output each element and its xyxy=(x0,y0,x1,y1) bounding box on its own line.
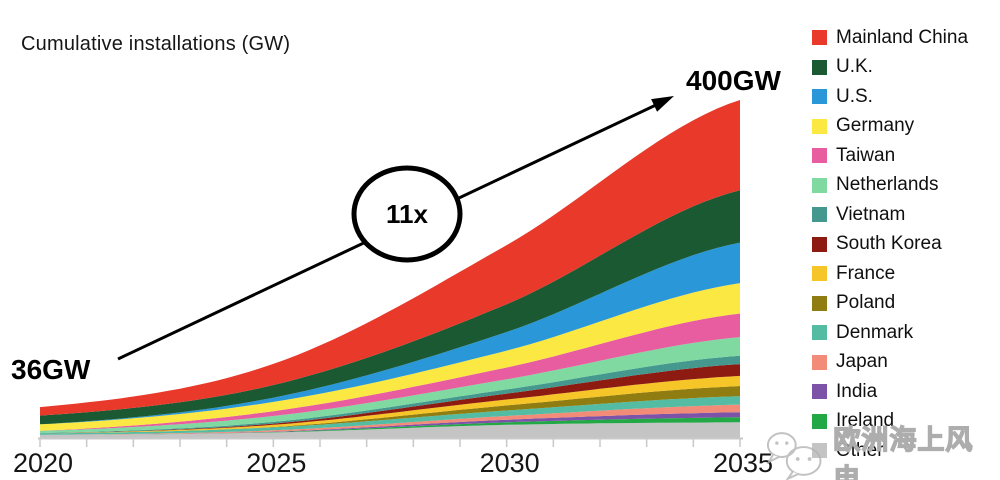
legend-label: South Korea xyxy=(836,233,942,255)
legend-swatch-icon xyxy=(812,118,827,134)
legend-label: Japan xyxy=(836,351,888,373)
area-france xyxy=(40,375,740,434)
area-poland xyxy=(40,386,740,434)
legend-item-south-korea: South Korea xyxy=(812,230,968,260)
growth-arrow-head xyxy=(651,96,674,112)
multiplier-badge-circle xyxy=(351,165,463,263)
legend-swatch-icon xyxy=(812,354,827,370)
legend-label: U.S. xyxy=(836,85,873,107)
legend-item-japan: Japan xyxy=(812,348,968,378)
area-vietnam xyxy=(40,355,740,434)
legend-label: Taiwan xyxy=(836,144,896,166)
area-japan xyxy=(40,404,740,435)
legend-item-poland: Poland xyxy=(812,289,968,319)
legend-item-other: Other xyxy=(812,436,968,466)
legend-item-india: India xyxy=(812,377,968,407)
legend-swatch-icon xyxy=(812,384,827,400)
legend-swatch-icon xyxy=(812,443,827,459)
multiplier-badge: 11x xyxy=(351,165,463,263)
legend-label: Germany xyxy=(836,115,915,137)
legend-swatch-icon xyxy=(812,413,827,429)
legend-item-ireland: Ireland xyxy=(812,407,968,437)
legend-label: Vietnam xyxy=(836,203,906,225)
legend-swatch-icon xyxy=(812,266,827,282)
area-denmark xyxy=(40,396,740,435)
legend-label: Poland xyxy=(836,292,896,314)
legend-swatch-icon xyxy=(812,295,827,311)
legend-label: Ireland xyxy=(836,410,895,432)
legend-swatch-icon xyxy=(812,89,827,105)
legend-swatch-icon xyxy=(812,30,827,46)
legend-item-mainland-china: Mainland China xyxy=(812,23,968,53)
area-ireland xyxy=(40,417,740,435)
x-axis xyxy=(38,437,743,447)
multiplier-label: 11x xyxy=(386,199,428,229)
start-value-label: 36GW xyxy=(11,354,91,385)
legend-swatch-icon xyxy=(812,148,827,164)
legend-label: India xyxy=(836,380,878,402)
legend-label: U.K. xyxy=(836,56,873,78)
legend-swatch-icon xyxy=(812,59,827,75)
legend-item-u-s: U.S. xyxy=(812,82,968,112)
x-tick-label-2030: 2030 xyxy=(479,448,540,478)
x-tick-label-2025: 2025 xyxy=(246,448,307,478)
legend-swatch-icon xyxy=(812,236,827,252)
legend-swatch-icon xyxy=(812,177,827,193)
legend-label: Denmark xyxy=(836,321,914,343)
chart-legend: Mainland China U.K. U.S. Germany Taiwan Nethe… xyxy=(812,23,968,466)
area-other xyxy=(40,422,740,438)
area-south-korea xyxy=(40,364,740,434)
legend-item-u-k: U.K. xyxy=(812,53,968,83)
end-value-label: 400GW xyxy=(686,65,781,96)
area-india xyxy=(40,412,740,435)
legend-item-denmark: Denmark xyxy=(812,318,968,348)
legend-label: France xyxy=(836,262,896,284)
legend-swatch-icon xyxy=(812,325,827,341)
chart-title: Cumulative installations (GW) xyxy=(21,33,291,55)
legend-label: Netherlands xyxy=(836,174,939,196)
legend-label: Mainland China xyxy=(836,26,969,48)
legend-item-germany: Germany xyxy=(812,112,968,142)
x-tick-label-2035: 2035 xyxy=(712,448,774,478)
legend-swatch-icon xyxy=(812,207,827,223)
legend-item-netherlands: Netherlands xyxy=(812,171,968,201)
legend-item-vietnam: Vietnam xyxy=(812,200,968,230)
x-tick-label-2020: 2020 xyxy=(12,448,74,478)
legend-item-france: France xyxy=(812,259,968,289)
legend-item-taiwan: Taiwan xyxy=(812,141,968,171)
legend-label: Other xyxy=(836,439,884,461)
stacked-areas xyxy=(40,100,740,438)
